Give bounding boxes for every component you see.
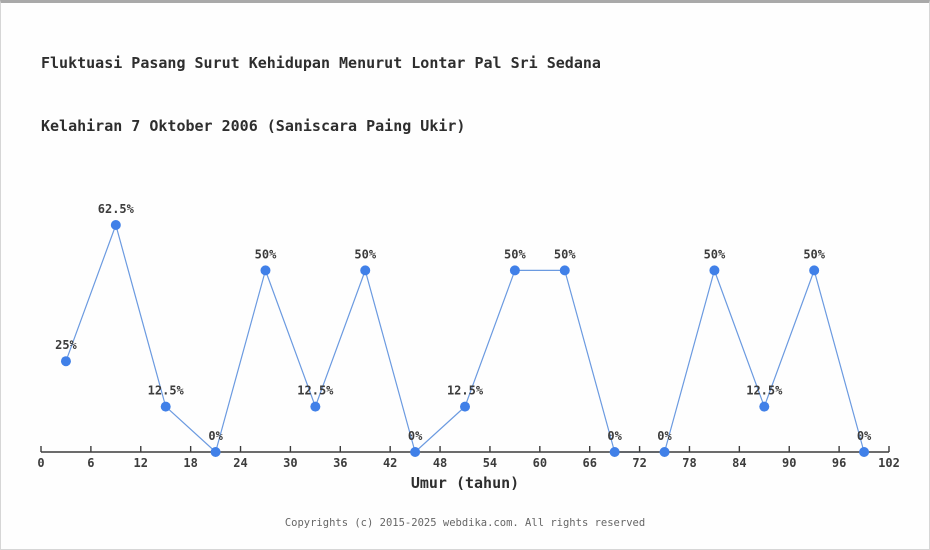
data-point-label: 12.5%: [148, 384, 185, 398]
x-tick-label: 78: [682, 456, 696, 470]
x-tick-label: 30: [283, 456, 297, 470]
x-tick-label: 18: [183, 456, 197, 470]
data-point-marker: [609, 447, 620, 457]
data-point-label: 25%: [55, 338, 77, 352]
data-point-marker: [260, 265, 271, 276]
data-point-marker: [110, 220, 121, 230]
data-point-marker: [709, 265, 720, 276]
data-point-marker: [859, 447, 870, 457]
data-point-marker: [460, 401, 470, 412]
x-tick-label: 84: [732, 456, 746, 470]
data-point-marker: [509, 265, 520, 276]
data-point-marker: [210, 447, 221, 457]
data-point-marker: [310, 401, 321, 412]
x-tick-label: 42: [383, 456, 397, 470]
x-tick-label: 54: [483, 456, 497, 470]
data-point-label: 50%: [554, 247, 576, 261]
data-point-marker: [659, 447, 670, 457]
x-tick-label: 12: [134, 456, 148, 470]
data-point-marker: [360, 265, 371, 276]
chart-title-line2: Kelahiran 7 Oktober 2006 (Saniscara Pain…: [41, 117, 466, 135]
data-point-label: 50%: [255, 247, 277, 261]
data-point-label: 0%: [408, 429, 423, 443]
data-point-label: 0%: [607, 429, 622, 443]
series-line: [65, 223, 865, 454]
chart-title-line1: Fluktuasi Pasang Surut Kehidupan Menurut…: [41, 54, 601, 72]
data-point-marker: [160, 401, 171, 412]
x-tick-label: 48: [433, 456, 447, 470]
data-point-marker: [759, 401, 770, 412]
x-tick-label: 36: [333, 456, 347, 470]
x-axis-label: Umur (tahun): [410, 474, 520, 492]
x-tick-label: 72: [632, 456, 646, 470]
data-point-marker: [60, 356, 71, 367]
data-point-label: 0%: [657, 429, 672, 443]
chart-title: Fluktuasi Pasang Surut Kehidupan Menurut…: [41, 11, 601, 179]
life-fluctuation-line-chart: 0 6 12 18 24 30 36 42 48 54 60 66 72 78 84 90 96 102 25% 62…: [37, 202, 900, 470]
x-tick-label: 24: [233, 456, 247, 470]
x-tick-label: 90: [782, 456, 796, 470]
data-point-label: 50%: [803, 247, 825, 261]
x-tick-label: 60: [533, 456, 547, 470]
x-tick-label: 102: [878, 456, 900, 470]
data-point-label: 12.5%: [297, 384, 334, 398]
data-point-label: 0%: [208, 429, 223, 443]
data-point-marker: [559, 265, 570, 276]
data-point-label: 62.5%: [98, 202, 135, 216]
data-point-label: 0%: [857, 429, 872, 443]
data-point-label: 12.5%: [447, 384, 484, 398]
data-point-label: 50%: [504, 247, 526, 261]
data-point-marker: [809, 265, 820, 276]
x-tick-label: 66: [582, 456, 596, 470]
copyright-text: Copyrights (c) 2015-2025 webdika.com. Al…: [284, 517, 646, 529]
x-tick-label: 96: [832, 456, 846, 470]
data-point-label: 50%: [704, 247, 726, 261]
data-point-label: 12.5%: [746, 384, 783, 398]
data-point-label: 50%: [354, 247, 376, 261]
x-tick-label: 6: [87, 456, 94, 470]
x-tick-label: 0: [37, 456, 44, 470]
data-point-marker: [410, 447, 421, 457]
